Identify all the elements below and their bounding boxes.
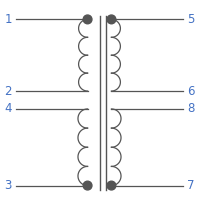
Text: 8: 8 xyxy=(187,102,194,115)
Text: 7: 7 xyxy=(187,179,195,192)
Circle shape xyxy=(107,181,116,190)
Circle shape xyxy=(83,15,92,24)
Text: 6: 6 xyxy=(187,85,195,98)
Text: 2: 2 xyxy=(4,85,12,98)
Circle shape xyxy=(107,15,116,24)
Text: 3: 3 xyxy=(5,179,12,192)
Text: 5: 5 xyxy=(187,13,194,26)
Text: 4: 4 xyxy=(4,102,12,115)
Circle shape xyxy=(83,181,92,190)
Text: 1: 1 xyxy=(4,13,12,26)
